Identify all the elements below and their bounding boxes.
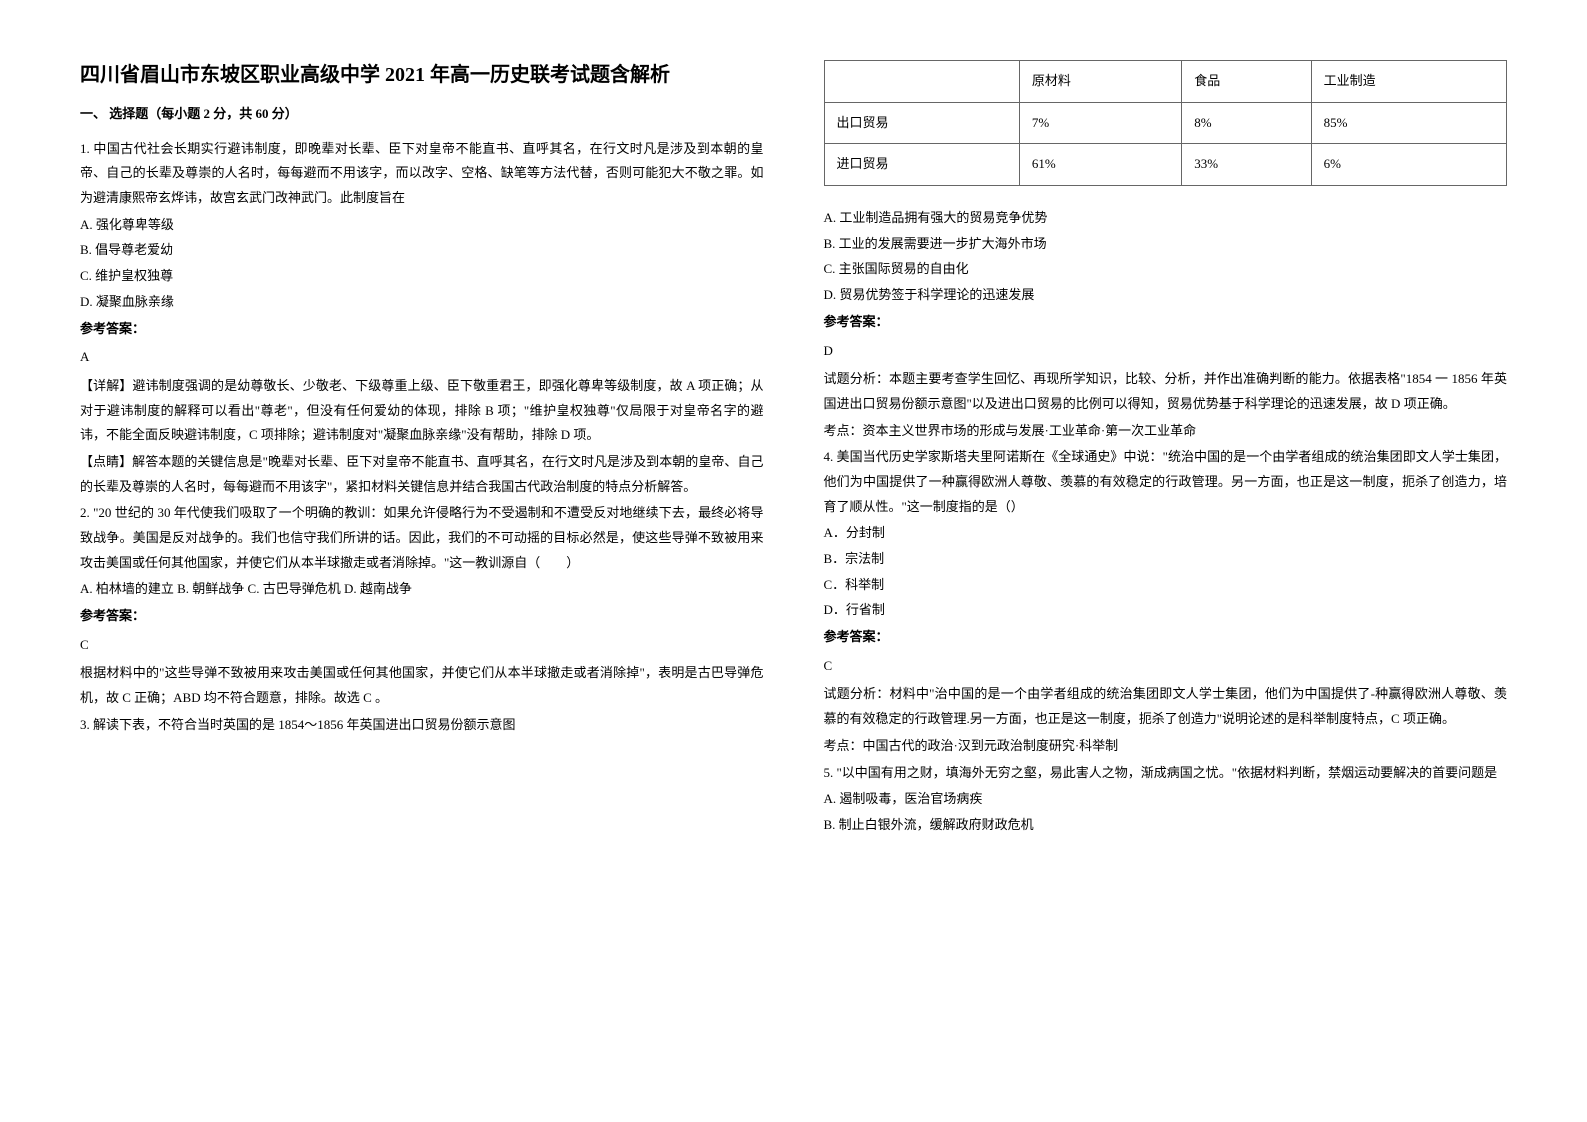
- td-import-manuf: 6%: [1311, 144, 1506, 186]
- q3-stem: 3. 解读下表，不符合当时英国的是 1854～1856 年英国进出口贸易份额示意…: [80, 713, 764, 738]
- q2-answer: C: [80, 633, 764, 658]
- td-export-label: 出口贸易: [824, 102, 1019, 144]
- td-export-manuf: 85%: [1311, 102, 1506, 144]
- q4-opt-a: A．分封制: [824, 521, 1508, 546]
- q1-opt-c: C. 维护皇权独尊: [80, 264, 764, 289]
- q5-stem: 5. "以中国有用之财，填海外无穷之壑，易此害人之物，渐成病国之忧。"依据材料判…: [824, 761, 1508, 786]
- q1-explain-2: 【点睛】解答本题的关键信息是"晚辈对长辈、臣下对皇帝不能直书、直呼其名，在行文时…: [80, 450, 764, 499]
- q4-opt-b: B．宗法制: [824, 547, 1508, 572]
- q5-opt-a: A. 遏制吸毒，医治官场病疾: [824, 787, 1508, 812]
- q2-answer-label: 参考答案：: [80, 604, 764, 629]
- q3-explain-1: 试题分析：本题主要考查学生回忆、再现所学知识，比较、分析，并作出准确判断的能力。…: [824, 367, 1508, 416]
- td-import-raw: 61%: [1019, 144, 1181, 186]
- th-manuf: 工业制造: [1311, 61, 1506, 103]
- td-export-raw: 7%: [1019, 102, 1181, 144]
- th-food: 食品: [1182, 61, 1311, 103]
- q4-opt-d: D．行省制: [824, 598, 1508, 623]
- td-import-label: 进口贸易: [824, 144, 1019, 186]
- q1-explain-1: 【详解】避讳制度强调的是幼尊敬长、少敬老、下级尊重上级、臣下敬重君王，即强化尊卑…: [80, 374, 764, 448]
- q1-opt-b: B. 倡导尊老爱幼: [80, 238, 764, 263]
- trade-table: 原材料 食品 工业制造 出口贸易 7% 8% 85% 进口贸易 61% 33% …: [824, 60, 1508, 186]
- exam-title: 四川省眉山市东坡区职业高级中学 2021 年高一历史联考试题含解析: [80, 60, 764, 90]
- left-column: 四川省眉山市东坡区职业高级中学 2021 年高一历史联考试题含解析 一、 选择题…: [50, 60, 794, 839]
- q5-opt-b: B. 制止白银外流，缓解政府财政危机: [824, 813, 1508, 838]
- td-import-food: 33%: [1182, 144, 1311, 186]
- table-row: 进口贸易 61% 33% 6%: [824, 144, 1507, 186]
- q4-answer: C: [824, 654, 1508, 679]
- q3-opt-c: C. 主张国际贸易的自由化: [824, 257, 1508, 282]
- q3-explain-2: 考点：资本主义世界市场的形成与发展·工业革命·第一次工业革命: [824, 419, 1508, 444]
- q1-answer: A: [80, 345, 764, 370]
- q4-explain-1: 试题分析：材料中"治中国的是一个由学者组成的统治集团即文人学士集团，他们为中国提…: [824, 682, 1508, 731]
- q1-answer-label: 参考答案：: [80, 317, 764, 342]
- q4-stem: 4. 美国当代历史学家斯塔夫里阿诺斯在《全球通史》中说："统治中国的是一个由学者…: [824, 445, 1508, 519]
- q3-opt-b: B. 工业的发展需要进一步扩大海外市场: [824, 232, 1508, 257]
- th-blank: [824, 61, 1019, 103]
- q1-stem: 1. 中国古代社会长期实行避讳制度，即晚辈对长辈、臣下对皇帝不能直书、直呼其名，…: [80, 137, 764, 211]
- q2-opts: A. 柏林墙的建立 B. 朝鲜战争 C. 古巴导弹危机 D. 越南战争: [80, 577, 764, 602]
- q1-opt-d: D. 凝聚血脉亲缘: [80, 290, 764, 315]
- section-1-title: 一、 选择题（每小题 2 分，共 60 分）: [80, 102, 764, 127]
- q3-answer-label: 参考答案：: [824, 310, 1508, 335]
- q4-explain-2: 考点：中国古代的政治·汉到元政治制度研究·科举制: [824, 734, 1508, 759]
- q4-answer-label: 参考答案：: [824, 625, 1508, 650]
- table-header-row: 原材料 食品 工业制造: [824, 61, 1507, 103]
- q2-explain: 根据材料中的"这些导弹不致被用来攻击美国或任何其他国家，并使它们从本半球撤走或者…: [80, 661, 764, 710]
- q1-opt-a: A. 强化尊卑等级: [80, 213, 764, 238]
- right-column: 原材料 食品 工业制造 出口贸易 7% 8% 85% 进口贸易 61% 33% …: [794, 60, 1538, 839]
- table-row: 出口贸易 7% 8% 85%: [824, 102, 1507, 144]
- q2-stem: 2. "20 世纪的 30 年代使我们吸取了一个明确的教训：如果允许侵略行为不受…: [80, 501, 764, 575]
- q3-opt-a: A. 工业制造品拥有强大的贸易竞争优势: [824, 206, 1508, 231]
- q3-answer: D: [824, 339, 1508, 364]
- q4-opt-c: C．科举制: [824, 573, 1508, 598]
- td-export-food: 8%: [1182, 102, 1311, 144]
- q3-opt-d: D. 贸易优势签于科学理论的迅速发展: [824, 283, 1508, 308]
- th-raw: 原材料: [1019, 61, 1181, 103]
